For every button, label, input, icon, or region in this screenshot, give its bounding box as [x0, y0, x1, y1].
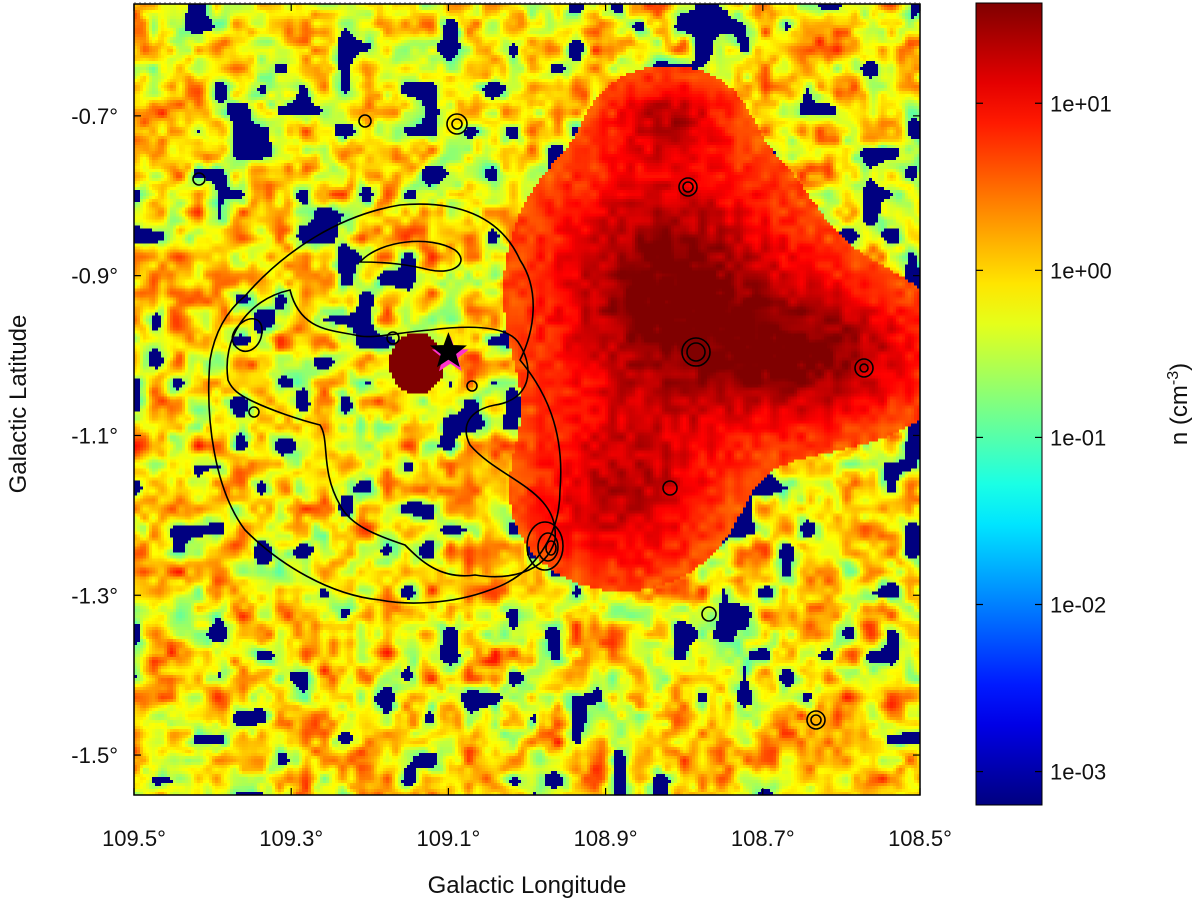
markers — [429, 332, 469, 372]
contour-ring — [678, 177, 698, 197]
contour-ring — [859, 363, 869, 373]
contour-ring — [545, 540, 557, 556]
x-axis: 109.5° 109.3° 109.1° 108.9° 108.7° 108.5° — [102, 4, 952, 851]
colorbar-title-exponent: -3 — [1165, 371, 1182, 385]
black-star-marker — [429, 332, 467, 368]
density-heatmap — [134, 4, 920, 795]
y-tick-label: -0.9° — [71, 264, 118, 289]
colorbar-title-text: n (cm — [1166, 385, 1193, 445]
snr-contour-outer — [207, 203, 562, 604]
contour-ring — [451, 118, 463, 130]
colorbar-tick-label: 1e+01 — [1050, 91, 1112, 116]
plot-frame — [133, 3, 921, 796]
contour-ring — [446, 113, 468, 135]
snr-contour-knot — [231, 317, 263, 352]
colorbar-title: n (cm-3) — [1165, 363, 1193, 445]
colorbar-tick-label: 1e-01 — [1050, 425, 1106, 450]
contour-ring — [810, 714, 822, 726]
colorbar: 1e+01 1e+00 1e-01 1e-02 1e-03 n (cm-3) — [975, 2, 1193, 806]
contour-ring — [682, 181, 694, 193]
y-tick-label: -1.5° — [71, 743, 118, 768]
contour-ring — [806, 710, 826, 730]
x-tick-label: 109.3° — [259, 826, 323, 851]
x-tick-label: 108.5° — [888, 826, 952, 851]
contour-ring — [386, 331, 400, 345]
colorbar-title-close: ) — [1166, 363, 1193, 371]
colorbar-tick-label: 1e-03 — [1050, 760, 1106, 785]
contour-ring — [526, 521, 564, 571]
snr-contour-inner — [226, 289, 556, 578]
contour-ring — [686, 342, 706, 362]
y-tick-label: -1.1° — [71, 423, 118, 448]
y-tick-label: -0.7° — [71, 104, 118, 129]
x-axis-title: Galactic Longitude — [428, 872, 627, 899]
contour-ring — [248, 406, 260, 418]
colorbar-fill — [975, 2, 1043, 806]
x-tick-label: 109.1° — [416, 826, 480, 851]
contour-ring — [854, 358, 874, 378]
contour-ring — [358, 114, 372, 128]
contour-ring — [537, 532, 559, 562]
y-axis: -0.7° -0.9° -1.1° -1.3° -1.5° — [71, 104, 920, 768]
contour-ring — [662, 480, 678, 496]
contour-ring — [466, 380, 478, 392]
x-tick-label: 109.5° — [102, 826, 166, 851]
colorbar-tick-label: 1e+00 — [1050, 258, 1112, 283]
x-tick-label: 108.7° — [731, 826, 795, 851]
contour-ring — [192, 172, 206, 186]
y-axis-title: Galactic Latitude — [5, 315, 32, 494]
y-tick-label: -1.3° — [71, 583, 118, 608]
contour-ring — [701, 606, 717, 622]
snr-contour-ridge — [358, 240, 462, 272]
x-tick-label: 108.9° — [574, 826, 638, 851]
colorbar-tick-label: 1e-02 — [1050, 593, 1106, 618]
contours — [192, 113, 874, 730]
plot-area — [133, 2, 921, 796]
colorbar-ticks: 1e+01 1e+00 1e-01 1e-02 1e-03 — [976, 91, 1112, 785]
contour-ring — [681, 337, 711, 367]
